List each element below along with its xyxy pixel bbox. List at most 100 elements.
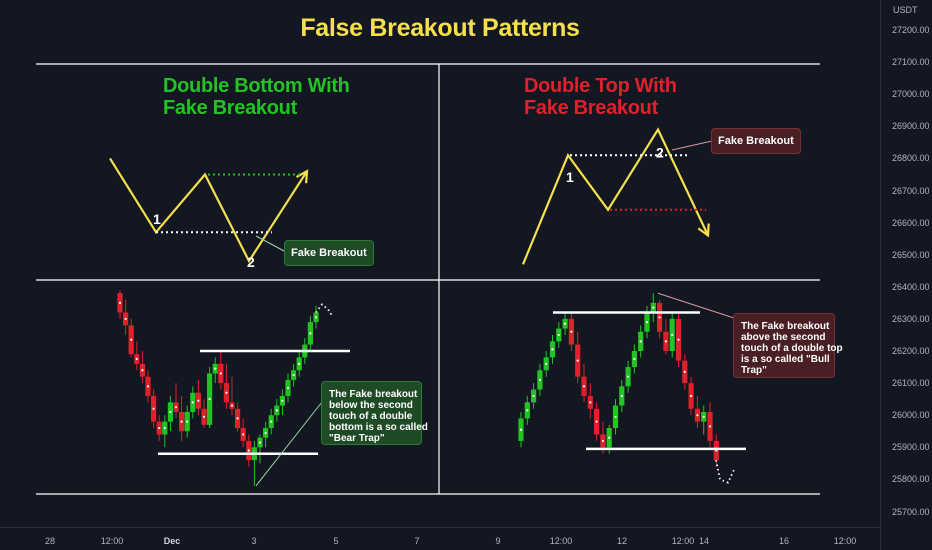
- candle-marker: [702, 415, 705, 418]
- double-top-schematic-line: [521, 127, 709, 265]
- bear-trap-line-4: bottom is a so called: [329, 422, 428, 433]
- candle-marker: [247, 449, 250, 452]
- candle-marker: [214, 367, 217, 370]
- candle-marker: [242, 433, 245, 436]
- candle-marker: [191, 401, 194, 404]
- double-bottom-callout-pointer: [255, 235, 287, 253]
- candle-marker: [281, 399, 284, 402]
- price-tick: 26800.00: [892, 153, 930, 164]
- candle-marker: [275, 409, 278, 412]
- candle-marker: [169, 410, 172, 414]
- double-bottom-schematic-line: [109, 157, 308, 264]
- bull-trap-line-1: The Fake breakout: [741, 321, 830, 332]
- price-axis-currency: USDT: [893, 5, 918, 15]
- time-tick: 16: [778, 536, 790, 546]
- page-title: False Breakout Patterns: [300, 14, 580, 42]
- candle-marker: [180, 420, 183, 423]
- double-bottom-projection-dots: [315, 303, 333, 317]
- candle-marker: [582, 385, 586, 388]
- price-tick: 26000.00: [892, 410, 930, 421]
- time-tick: 7: [414, 536, 420, 546]
- candle-marker: [633, 357, 636, 361]
- candle-marker: [141, 369, 144, 372]
- bear-trap-line-2: below the second: [329, 400, 413, 411]
- double-bottom-heading: Double Bottom With Fake Breakout: [163, 75, 350, 119]
- bear-trap-callout-pointer: [255, 401, 323, 487]
- time-axis[interactable]: 28 12:00 Dec 3 5 7 9 12:00 12 12:00 14 16 12:00: [0, 527, 880, 550]
- candle-marker: [645, 321, 649, 324]
- double-top-projection-dots: [715, 459, 735, 484]
- double-bottom-point-1-label: 1: [153, 211, 161, 227]
- candle-marker: [292, 373, 295, 377]
- bear-trap-line-5: "Bear Trap": [329, 433, 385, 444]
- candle-marker: [570, 330, 573, 333]
- candle-marker: [298, 362, 301, 365]
- candle-marker: [664, 340, 668, 343]
- candle-marker: [683, 370, 686, 373]
- price-tick: 27200.00: [892, 25, 930, 35]
- price-tick: 25900.00: [892, 442, 930, 453]
- candle-marker: [202, 415, 206, 418]
- bull-trap-callout-pointer: [657, 292, 735, 319]
- candle-marker: [208, 398, 211, 401]
- bull-trap-line-4: is a so called "Bull: [741, 354, 830, 365]
- candle-marker: [627, 375, 630, 378]
- pattern-overlays: 1 2 1 2: [153, 140, 746, 487]
- price-tick: 26700.00: [892, 185, 930, 196]
- candle-marker: [589, 401, 592, 404]
- double-top-fake-breakout-callout: Fake Breakout: [711, 128, 801, 154]
- time-tick: 3: [251, 536, 257, 546]
- candle-marker: [270, 420, 273, 423]
- candle-marker: [258, 441, 262, 444]
- double-top-heading-line-2: Fake Breakout: [524, 97, 658, 119]
- bear-trap-line-1: The Fake breakout: [329, 389, 418, 400]
- candle-marker: [219, 372, 222, 375]
- double-top-point-2-label: 2: [656, 145, 664, 161]
- candle-marker: [564, 322, 567, 325]
- bear-trap-line-3: touch of a double: [329, 411, 413, 422]
- price-tick: 26900.00: [892, 121, 930, 132]
- candle-marker: [225, 391, 228, 394]
- double-top-heading-line-1: Double Top With: [524, 75, 677, 97]
- candle-marker: [118, 301, 122, 304]
- double-top-callout-pointer: [671, 140, 713, 151]
- price-tick: 27100.00: [892, 57, 930, 68]
- price-tick: 26400.00: [892, 281, 930, 292]
- candle-marker: [595, 420, 598, 423]
- time-tick: 28: [44, 536, 56, 546]
- candle-marker: [608, 436, 611, 439]
- time-tick: 12:00: [833, 536, 857, 546]
- time-tick: 12: [616, 536, 628, 546]
- candle-marker: [671, 333, 674, 337]
- candle-marker: [557, 333, 560, 337]
- price-tick: 26500.00: [892, 249, 930, 260]
- candle-marker: [163, 426, 166, 430]
- price-axis[interactable]: USDT 27200.00 27100.00 27000.00 26900.00 268…: [880, 0, 932, 550]
- candle-marker: [230, 404, 234, 407]
- bull-trap-line-5: Trap": [741, 365, 767, 376]
- chart-canvas: 1 2 1 2: [36, 63, 820, 495]
- price-tick: 25800.00: [892, 474, 930, 485]
- double-top-heading: Double Top With Fake Breakout: [524, 75, 677, 119]
- time-tick: 5: [333, 536, 339, 546]
- candle-marker: [309, 332, 312, 335]
- bull-trap-line-3: touch of a double top: [741, 343, 843, 354]
- bull-trap-callout: The Fake breakout above the second touch…: [733, 313, 843, 378]
- candle-marker: [135, 357, 138, 361]
- candle-marker: [174, 406, 178, 409]
- price-tick: 26200.00: [892, 346, 930, 356]
- candle-marker: [519, 428, 523, 431]
- double-bottom-fake-breakout-callout: Fake Breakout: [284, 240, 374, 266]
- time-tick: 12:00: [671, 536, 695, 546]
- candle-marker: [197, 399, 200, 402]
- time-tick: 12:00: [100, 536, 124, 546]
- bear-trap-callout: The Fake breakout below the second touch…: [321, 381, 428, 445]
- price-tick: 26600.00: [892, 217, 930, 228]
- double-bottom-candles: [117, 290, 319, 486]
- candle-marker: [652, 306, 655, 309]
- candle-marker: [690, 394, 693, 398]
- price-tick: 27000.00: [892, 89, 930, 100]
- candle-marker: [677, 338, 680, 341]
- candle-marker: [152, 407, 155, 410]
- price-tick: 26100.00: [892, 378, 930, 389]
